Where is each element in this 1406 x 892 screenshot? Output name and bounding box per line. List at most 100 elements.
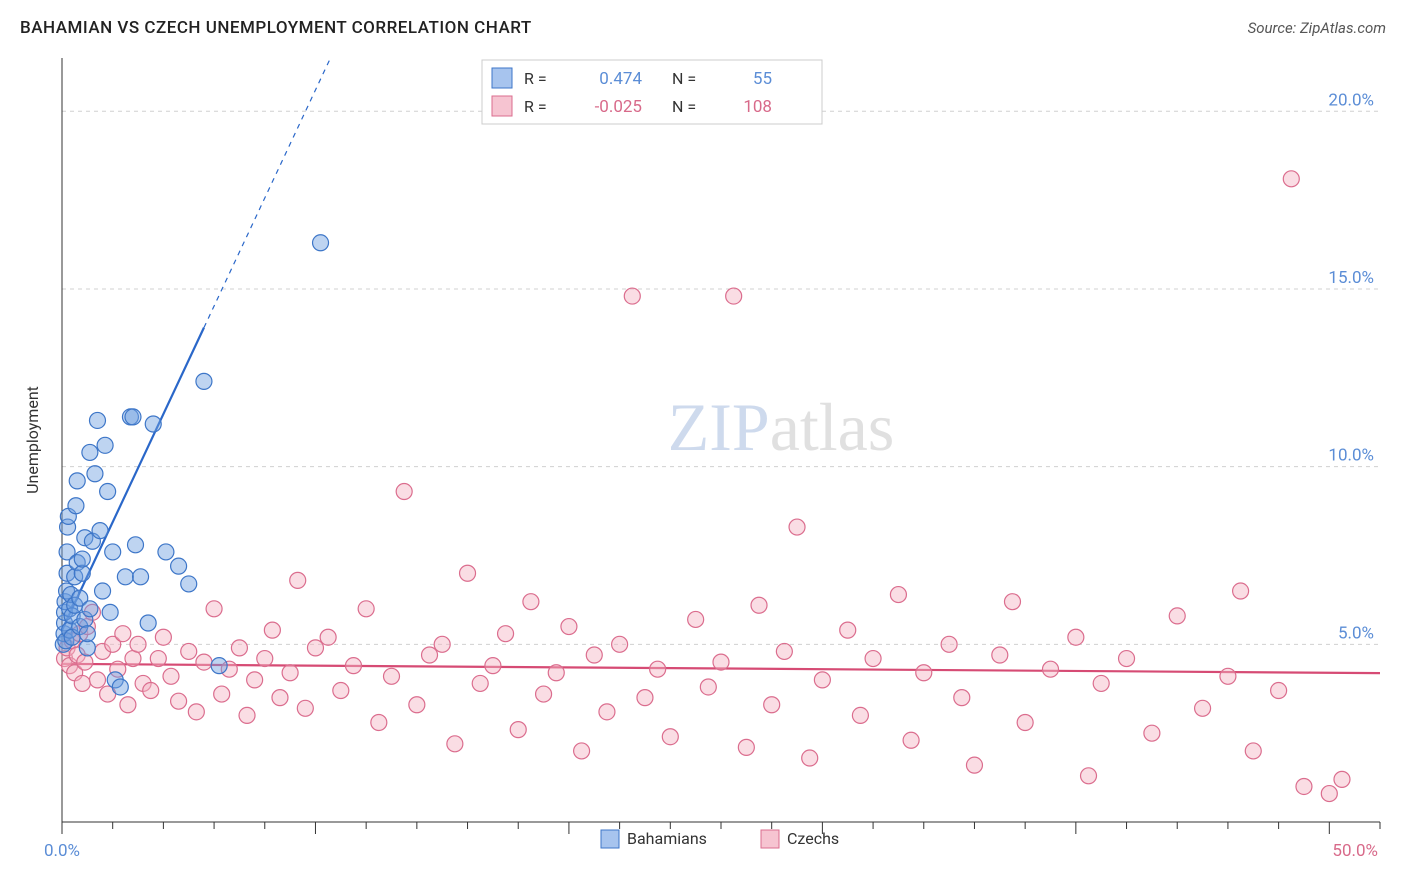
data-point [966, 757, 982, 773]
data-point [1195, 700, 1211, 716]
data-point [460, 565, 476, 581]
data-point [89, 412, 105, 428]
data-point [523, 594, 539, 610]
data-point [434, 636, 450, 652]
chart-title: BAHAMIAN VS CZECH UNEMPLOYMENT CORRELATI… [20, 18, 532, 38]
data-point [333, 683, 349, 699]
data-point [396, 484, 412, 500]
data-point [181, 576, 197, 592]
data-point [1169, 608, 1185, 624]
legend-swatch [492, 96, 512, 116]
source-prefix: Source: [1248, 19, 1300, 37]
data-point [814, 672, 830, 688]
data-point [112, 679, 128, 695]
data-point [239, 707, 255, 723]
data-point [713, 654, 729, 670]
data-point [87, 466, 103, 482]
data-point [1144, 725, 1160, 741]
data-point [865, 651, 881, 667]
data-point [95, 583, 111, 599]
y-tick-label: 20.0% [1328, 90, 1374, 110]
data-point [92, 523, 108, 539]
legend-r-value: 0.474 [599, 69, 642, 89]
legend-n-label: N = [672, 69, 696, 88]
data-point [89, 672, 105, 688]
data-point [1068, 629, 1084, 645]
data-point [68, 498, 84, 514]
data-point [1017, 715, 1033, 731]
series-legend-swatch [601, 830, 619, 848]
watermark: ZIPatlas [668, 389, 895, 465]
legend-r-value: -0.025 [595, 97, 642, 117]
data-point [297, 700, 313, 716]
data-point [1220, 668, 1236, 684]
data-point [688, 611, 704, 627]
data-point [384, 668, 400, 684]
data-point [79, 626, 95, 642]
data-point [1093, 675, 1109, 691]
data-point [74, 675, 90, 691]
data-point [1245, 743, 1261, 759]
data-point [74, 565, 90, 581]
data-point [903, 732, 919, 748]
legend-n-value: 55 [753, 69, 772, 89]
x-right-label: 50.0% [1332, 841, 1378, 861]
data-point [125, 409, 141, 425]
data-point [143, 683, 159, 699]
data-point [650, 661, 666, 677]
legend-swatch [492, 68, 512, 88]
data-point [941, 636, 957, 652]
data-point [1081, 768, 1097, 784]
scatter-chart: 5.0%10.0%15.0%20.0%ZIPatlas0.0%50.0%Unem… [20, 50, 1394, 880]
data-point [115, 626, 131, 642]
data-point [1271, 683, 1287, 699]
data-point [102, 604, 118, 620]
data-point [1119, 651, 1135, 667]
data-point [155, 629, 171, 645]
data-point [738, 739, 754, 755]
legend-r-label: R = [524, 69, 547, 88]
trend-line-extension [204, 58, 331, 328]
series-legend-label: Bahamians [627, 829, 707, 848]
data-point [97, 437, 113, 453]
data-point [358, 601, 374, 617]
data-point [890, 587, 906, 603]
data-point [320, 629, 336, 645]
x-left-label: 0.0% [44, 841, 80, 861]
data-point [700, 679, 716, 695]
data-point [290, 572, 306, 588]
data-point [422, 647, 438, 663]
data-point [599, 704, 615, 720]
data-point [117, 569, 133, 585]
data-point [637, 690, 653, 706]
data-point [764, 697, 780, 713]
chart-container: 5.0%10.0%15.0%20.0%ZIPatlas0.0%50.0%Unem… [20, 50, 1394, 880]
series-legend-label: Czechs [787, 829, 839, 848]
data-point [662, 729, 678, 745]
data-point [257, 651, 273, 667]
y-tick-label: 15.0% [1328, 268, 1374, 288]
data-point [1004, 594, 1020, 610]
data-point [776, 643, 792, 659]
data-point [128, 537, 144, 553]
data-point [100, 484, 116, 500]
data-point [510, 722, 526, 738]
data-point [247, 672, 263, 688]
data-point [751, 597, 767, 613]
data-point [206, 601, 222, 617]
header: BAHAMIAN VS CZECH UNEMPLOYMENT CORRELATI… [20, 18, 1386, 38]
data-point [472, 675, 488, 691]
data-point [171, 558, 187, 574]
source-attribution: Source: ZipAtlas.com [1248, 19, 1386, 37]
data-point [69, 473, 85, 489]
data-point [624, 288, 640, 304]
y-tick-label: 10.0% [1328, 446, 1374, 466]
data-point [345, 658, 361, 674]
data-point [726, 288, 742, 304]
source-name: ZipAtlas.com [1300, 19, 1386, 37]
data-point [1283, 171, 1299, 187]
data-point [586, 647, 602, 663]
data-point [74, 551, 90, 567]
data-point [150, 651, 166, 667]
data-point [954, 690, 970, 706]
